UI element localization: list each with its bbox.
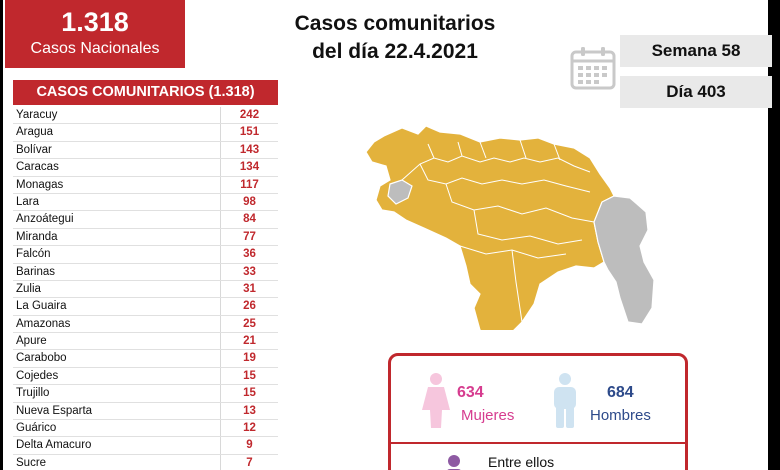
state-name: Anzoátegui <box>13 211 221 228</box>
day-box: Día 403 <box>620 76 772 108</box>
table-row: Falcón 36 <box>13 246 278 264</box>
table-row: Delta Amacuro 9 <box>13 437 278 455</box>
state-name: Nueva Esparta <box>13 402 221 420</box>
cases-table-header: CASOS COMUNITARIOS (1.318) <box>13 80 278 105</box>
table-row: Monagas 117 <box>13 176 278 194</box>
table-row: Trujillo 15 <box>13 385 278 403</box>
state-name: Falcón <box>13 246 221 263</box>
title-line-1: Casos comunitarios <box>294 12 496 35</box>
table-row: Bolívar 143 <box>13 141 278 160</box>
state-name: Delta Amacuro <box>13 437 221 454</box>
table-row: Yaracuy 242 <box>13 107 278 125</box>
state-cases: 25 <box>243 317 256 330</box>
table-row: Sucre 7 <box>13 454 278 470</box>
page-title: Casos comunitarios del día 22.4.2021 <box>250 10 540 66</box>
state-name: La Guaira <box>13 298 221 315</box>
state-cases: 151 <box>239 126 260 139</box>
state-name: Yaracuy <box>13 107 221 124</box>
female-count: 634 <box>457 384 484 401</box>
table-row: La Guaira 26 <box>13 298 278 316</box>
map-region-gray-east <box>593 195 654 325</box>
female-label: Mujeres <box>461 407 515 424</box>
state-cases: 77 <box>243 230 256 243</box>
state-name: Cojedes <box>13 367 221 385</box>
left-frame-border <box>0 0 3 470</box>
male-person-icon <box>554 373 576 428</box>
table-row: Caracas 134 <box>13 159 278 177</box>
table-row: Apure 21 <box>13 333 278 351</box>
state-cases: 26 <box>243 300 256 313</box>
map-region-yellow <box>365 125 615 330</box>
right-frame-border <box>768 0 780 470</box>
state-cases: 84 <box>243 213 256 226</box>
table-row: Lara 98 <box>13 193 278 212</box>
state-cases: 242 <box>239 109 260 121</box>
state-name: Amazonas <box>13 315 221 333</box>
state-cases: 134 <box>239 161 260 174</box>
state-cases: 15 <box>243 369 256 382</box>
table-row: Miranda 77 <box>13 228 278 247</box>
title-line-2: del día 22.4.2021 <box>312 40 478 63</box>
state-cases: 31 <box>243 282 256 295</box>
week-box: Semana 58 <box>620 35 772 67</box>
male-label: Hombres <box>590 407 651 424</box>
state-cases: 98 <box>243 195 256 208</box>
state-name: Guárico <box>13 420 221 437</box>
state-name: Miranda <box>13 228 221 246</box>
national-cases-label: Casos Nacionales <box>30 40 160 57</box>
national-cases-number: 1.318 <box>61 7 129 37</box>
cases-table: Yaracuy 242 Aragua 151 Bolívar 143 Caracas 134 M… <box>13 107 278 470</box>
state-cases: 7 <box>246 456 253 469</box>
state-cases: 143 <box>239 143 260 156</box>
male-count: 684 <box>607 384 634 401</box>
state-name: Aragua <box>13 124 221 141</box>
table-row: Zulia 31 <box>13 280 278 299</box>
state-cases: 33 <box>243 265 256 278</box>
table-row: Barinas 33 <box>13 263 278 281</box>
venezuela-map <box>365 125 654 330</box>
state-name: Carabobo <box>13 350 221 367</box>
table-row: Anzoátegui 84 <box>13 211 278 229</box>
table-row: Amazonas 25 <box>13 315 278 334</box>
state-cases: 12 <box>243 422 256 435</box>
state-name: Sucre <box>13 454 221 470</box>
state-cases: 117 <box>240 178 259 191</box>
table-row: Guárico 12 <box>13 420 278 438</box>
among-label: Entre ellos <box>488 454 555 470</box>
table-row: Nueva Esparta 13 <box>13 402 278 421</box>
state-name: Trujillo <box>13 385 221 402</box>
state-cases: 36 <box>243 248 256 261</box>
state-name: Monagas <box>13 176 221 193</box>
calendar-icon <box>570 47 616 90</box>
table-row: Cojedes 15 <box>13 367 278 386</box>
gender-divider <box>391 442 685 444</box>
female-person-icon <box>422 373 450 428</box>
state-name: Bolívar <box>13 141 221 159</box>
state-cases: 13 <box>243 404 256 417</box>
state-cases: 19 <box>243 352 256 365</box>
state-cases: 15 <box>243 387 256 400</box>
national-cases-box: 1.318 Casos Nacionales <box>5 0 185 68</box>
state-cases: 9 <box>246 439 253 452</box>
child-person-icon <box>447 455 461 470</box>
state-cases: 21 <box>243 335 256 348</box>
state-name: Lara <box>13 193 221 211</box>
state-name: Zulia <box>13 280 221 298</box>
gender-panel: 634 Mujeres 684 Hombres Entre ellos <box>388 353 688 470</box>
table-row: Carabobo 19 <box>13 350 278 368</box>
state-name: Apure <box>13 333 221 350</box>
state-name: Caracas <box>13 159 221 176</box>
table-row: Aragua 151 <box>13 124 278 142</box>
state-name: Barinas <box>13 263 221 280</box>
